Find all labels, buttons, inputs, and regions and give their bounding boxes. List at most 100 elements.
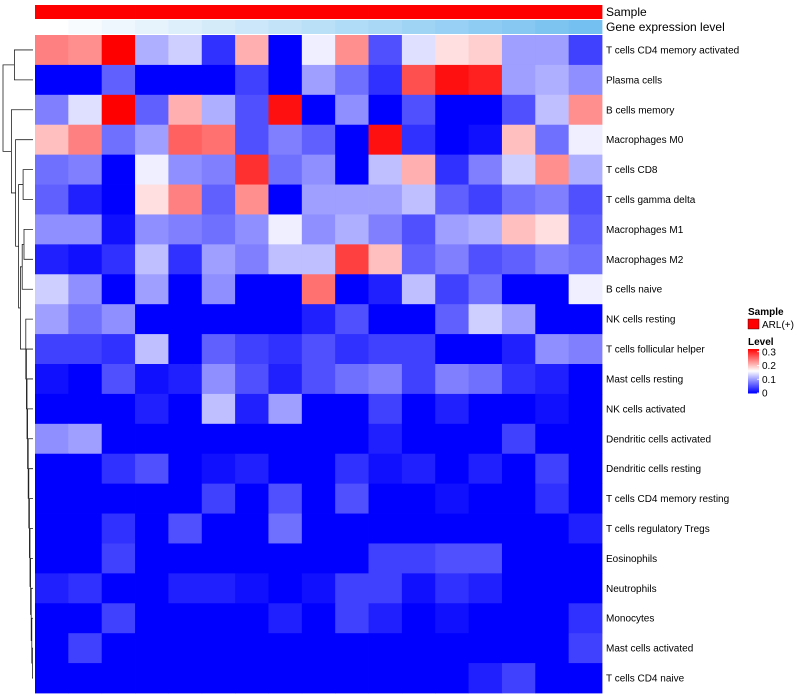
heatmap-cell [201, 274, 236, 305]
row-label: Neutrophils [606, 584, 657, 595]
heatmap-cell [401, 663, 436, 694]
heatmap-cell [535, 274, 570, 305]
heatmap-cell [501, 393, 536, 425]
heatmap-cell [201, 214, 236, 245]
heatmap-cell [535, 513, 570, 544]
colorbar-step [748, 374, 759, 376]
heatmap-cell [168, 214, 203, 245]
row-label: Macrophages M0 [606, 135, 684, 146]
heatmap-cell [235, 453, 269, 485]
heatmap-cell [368, 543, 403, 574]
heatmap-cell [368, 154, 403, 185]
row-label: Dendritic cells activated [606, 434, 711, 445]
heatmap-cell [401, 453, 436, 485]
heatmap-cell [435, 573, 469, 604]
heatmap-cell [135, 154, 169, 185]
heatmap-cell [568, 274, 603, 305]
heatmap-cell [368, 483, 403, 514]
heatmap-cell [268, 94, 303, 126]
heatmap-cell [468, 64, 503, 96]
heatmap-cell [235, 364, 269, 395]
heatmap-cell [101, 393, 136, 425]
heatmap-cell [501, 573, 536, 604]
heatmap-cell [335, 543, 369, 574]
heatmap-cell [468, 124, 503, 156]
heatmap-cell [468, 35, 503, 66]
heatmap-cell [435, 154, 469, 185]
heatmap-cell [101, 364, 136, 395]
heatmap-cell [435, 334, 469, 365]
heatmap-cell [68, 124, 103, 156]
heatmap-cell [101, 124, 136, 156]
heatmap-cell [35, 633, 69, 664]
colorbar-step [748, 390, 759, 392]
heatmap-cell [135, 94, 169, 126]
row-label: NK cells activated [606, 404, 685, 415]
heatmap-cell [335, 453, 369, 485]
heatmap-cell [535, 453, 570, 485]
colorbar-step [748, 363, 759, 365]
row-label: T cells CD4 naive [606, 674, 685, 685]
heatmap-cell [435, 304, 469, 335]
annotation-label-0: Sample [606, 5, 647, 19]
heatmap-cell [535, 94, 570, 126]
heatmap-cell [535, 364, 570, 395]
heatmap-cell [568, 393, 603, 425]
heatmap-cell [435, 603, 469, 634]
heatmap-cell [568, 483, 603, 514]
heatmap-cell [568, 543, 603, 574]
heatmap-cell [501, 94, 536, 126]
annotation-cell-0-8 [301, 5, 336, 19]
heatmap-cell [35, 334, 69, 365]
heatmap-cell [535, 483, 570, 514]
heatmap-cell [468, 573, 503, 604]
heatmap-cell [268, 663, 303, 694]
heatmap-cell [401, 573, 436, 604]
heatmap-cell [201, 573, 236, 604]
heatmap-cell [401, 124, 436, 156]
heatmap-cell [501, 513, 536, 544]
heatmap-cell [535, 154, 570, 185]
heatmap-cell [435, 453, 469, 485]
heatmap-cell [235, 214, 269, 245]
heatmap-cell [368, 633, 403, 664]
heatmap-cell [168, 35, 203, 66]
heatmap-cell [468, 633, 503, 664]
heatmap-cell [268, 633, 303, 664]
heatmap-cell [101, 663, 136, 694]
row-dendrogram [2, 49, 33, 679]
legend-ticks: 0.3 0.2 0.1 0 [757, 347, 776, 400]
heatmap-cell [268, 184, 303, 215]
heatmap-cell [401, 154, 436, 185]
heatmap-cell [68, 453, 103, 485]
heatmap-cell [368, 35, 403, 66]
heatmap-cell [235, 393, 269, 425]
heatmap-cell [568, 64, 603, 96]
heatmap-cell [401, 633, 436, 664]
heatmap-cell [135, 244, 169, 275]
heatmap-cell [301, 423, 336, 455]
heatmap-cell [368, 94, 403, 126]
heatmap-cell [68, 364, 103, 395]
heatmap-cell [335, 94, 369, 126]
heatmap-cell [568, 184, 603, 215]
heatmap-cell [168, 304, 203, 335]
heatmap-cell [468, 334, 503, 365]
row-label: T cells CD8 [606, 165, 658, 176]
heatmap-cell [35, 214, 69, 245]
annotation-cell-1-10 [368, 20, 403, 34]
heatmap-cell [368, 573, 403, 604]
heatmap-cell [68, 393, 103, 425]
heatmap-cell [201, 304, 236, 335]
heatmap-cell [135, 513, 169, 544]
heatmap-cell [35, 94, 69, 126]
heatmap-cell [335, 393, 369, 425]
dendrogram-branch [30, 558, 33, 615]
heatmap-cell [101, 453, 136, 485]
annotation-cell-1-13 [468, 20, 503, 34]
row-label: Eosinophils [606, 554, 657, 565]
heatmap-cell [401, 94, 436, 126]
heatmap-cell [468, 393, 503, 425]
heatmap-cell [68, 35, 103, 66]
heatmap-cell [535, 393, 570, 425]
